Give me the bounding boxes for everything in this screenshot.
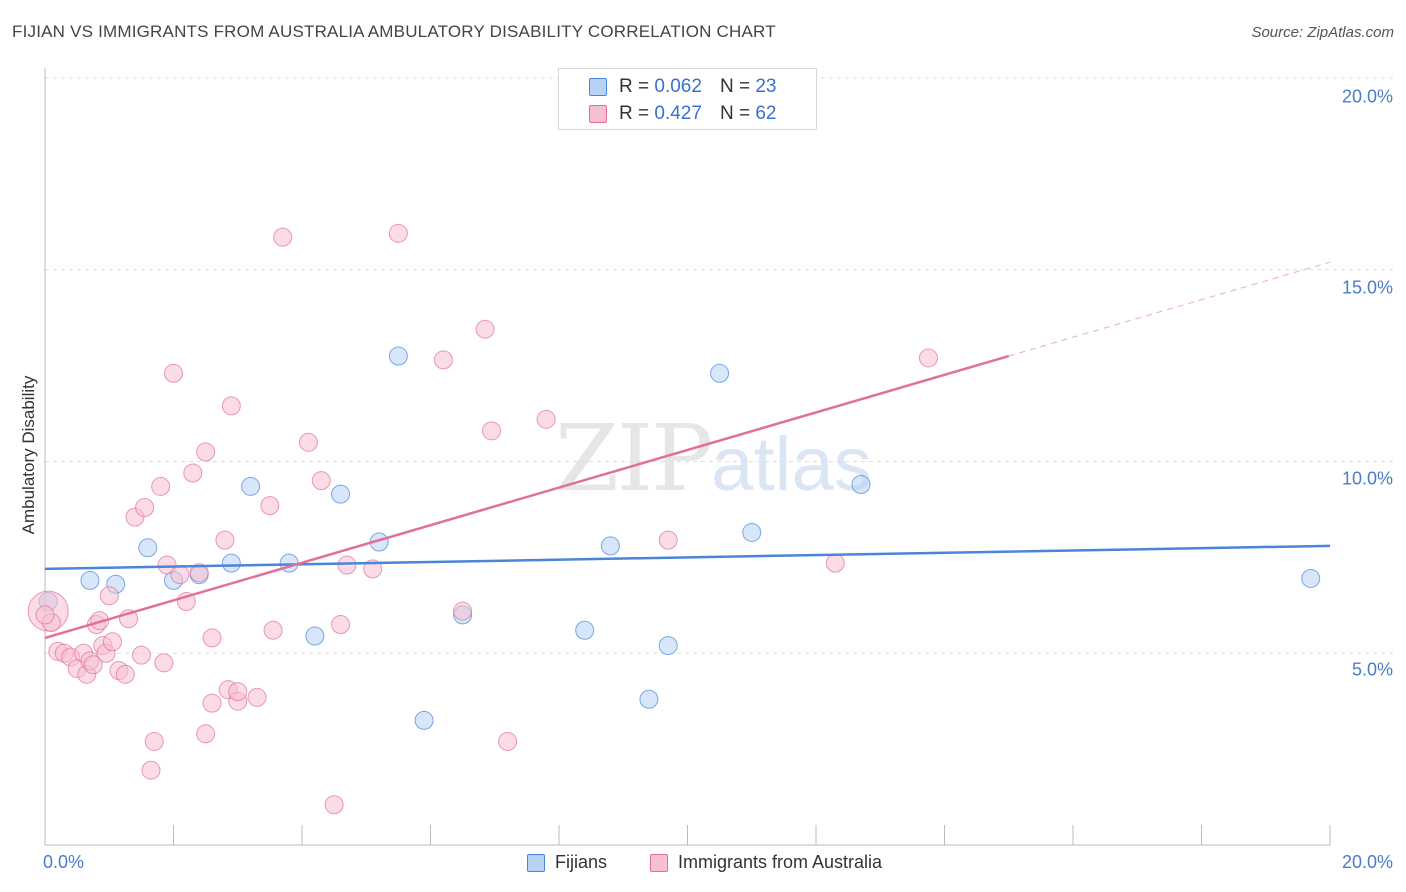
point-australia-51 xyxy=(388,223,408,243)
point-australia-30 xyxy=(183,463,203,483)
point-fijians-7 xyxy=(241,476,261,496)
chart-source: Source: ZipAtlas.com xyxy=(1251,24,1394,41)
point-fijians-1 xyxy=(80,570,100,590)
point-australia-53 xyxy=(453,601,473,621)
point-australia-56 xyxy=(498,731,518,751)
legend-fijians-swatch xyxy=(527,853,545,872)
point-australia-41 xyxy=(247,687,267,707)
legend-fijians-label: Fijians xyxy=(555,852,608,872)
point-australia-58 xyxy=(658,530,678,550)
point-fijians-18 xyxy=(658,636,678,656)
point-australia-20 xyxy=(135,498,155,518)
point-australia-32 xyxy=(196,724,216,744)
legend-row-australia: R = 0.427 N = 62 xyxy=(619,102,776,126)
legend-n-value-fijians: 23 xyxy=(755,76,777,97)
point-australia-45 xyxy=(298,432,318,452)
point-fijians-19 xyxy=(710,363,730,383)
point-australia-48 xyxy=(331,614,351,634)
point-australia-50 xyxy=(363,559,383,579)
point-fijians-3 xyxy=(138,538,158,558)
trend-extension-australia xyxy=(1008,261,1331,357)
watermark-zip: ZIP xyxy=(555,405,713,512)
point-australia-49 xyxy=(337,555,357,575)
point-australia-22 xyxy=(144,731,164,751)
x-tick-label-max: 20.0% xyxy=(1341,852,1393,872)
legend-n-value-australia: 62 xyxy=(755,103,777,124)
point-australia-46 xyxy=(311,471,331,491)
point-australia-17 xyxy=(115,664,135,684)
point-australia-28 xyxy=(170,565,190,585)
legend-swatch-australia xyxy=(589,105,607,123)
legend-r-label: R = xyxy=(619,103,650,124)
point-australia-27 xyxy=(164,363,183,383)
point-australia-42 xyxy=(260,496,280,516)
stats-legend: R = 0.062 N = 23 R = 0.427 N = 62 xyxy=(558,68,817,130)
point-australia-14 xyxy=(99,586,119,606)
point-australia-25 xyxy=(154,653,174,673)
point-fijians-10 xyxy=(331,484,351,504)
x-tick-label-min: 0.0% xyxy=(43,852,85,872)
y-tick-label-15: 15.0% xyxy=(1341,277,1393,298)
point-fijians-22 xyxy=(1301,568,1321,588)
trend-line-fijians xyxy=(44,544,1331,571)
point-australia-54 xyxy=(475,319,495,339)
y-tick-label-20: 20.0% xyxy=(1341,86,1393,107)
point-australia-61 xyxy=(35,605,55,625)
point-australia-40 xyxy=(228,682,248,702)
legend-row-fijians: R = 0.062 N = 23 xyxy=(619,75,776,99)
point-fijians-20 xyxy=(742,522,762,542)
point-australia-35 xyxy=(202,693,222,713)
point-australia-43 xyxy=(263,620,283,640)
point-australia-31 xyxy=(189,563,209,583)
legend-australia-label: Immigrants from Australia xyxy=(678,852,883,872)
y-tick-label-10: 10.0% xyxy=(1341,468,1393,489)
legend-n-label: N = xyxy=(719,103,751,124)
point-fijians-9 xyxy=(305,626,325,646)
point-australia-60 xyxy=(918,348,938,368)
point-australia-38 xyxy=(221,396,241,416)
point-fijians-15 xyxy=(575,620,595,640)
point-australia-15 xyxy=(102,632,122,652)
point-fijians-21 xyxy=(851,475,871,495)
trend-line-australia xyxy=(44,354,1010,640)
point-australia-9 xyxy=(83,655,103,675)
point-australia-23 xyxy=(141,760,161,780)
legend-fijians: Fijians xyxy=(527,852,607,873)
point-australia-21 xyxy=(131,645,151,665)
point-fijians-17 xyxy=(639,689,659,709)
legend-n-label: N = xyxy=(719,76,751,97)
point-australia-47 xyxy=(324,795,344,815)
point-australia-26 xyxy=(157,555,177,575)
point-australia-44 xyxy=(273,227,293,247)
y-tick-label-5: 5.0% xyxy=(1351,659,1393,680)
point-australia-34 xyxy=(202,628,222,648)
point-fijians-12 xyxy=(388,346,408,366)
point-australia-59 xyxy=(825,553,845,573)
legend-australia: Immigrants from Australia xyxy=(650,852,882,873)
legend-australia-swatch xyxy=(650,853,668,872)
point-fijians-6 xyxy=(221,553,241,573)
point-australia-57 xyxy=(536,409,556,429)
point-australia-36 xyxy=(215,530,235,550)
legend-r-value-fijians: 0.062 xyxy=(654,76,702,97)
chart-title: FIJIAN VS IMMIGRANTS FROM AUSTRALIA AMBU… xyxy=(12,22,776,41)
point-australia-33 xyxy=(196,442,216,462)
point-australia-52 xyxy=(433,350,453,370)
point-australia-55 xyxy=(482,421,502,441)
point-fijians-16 xyxy=(600,536,620,556)
legend-r-label: R = xyxy=(619,76,650,97)
y-axis-label: Ambulatory Disability xyxy=(19,375,38,535)
point-fijians-13 xyxy=(414,710,434,730)
point-australia-24 xyxy=(151,476,171,496)
legend-swatch-fijians xyxy=(589,78,607,96)
legend-r-value-australia: 0.427 xyxy=(654,103,702,124)
